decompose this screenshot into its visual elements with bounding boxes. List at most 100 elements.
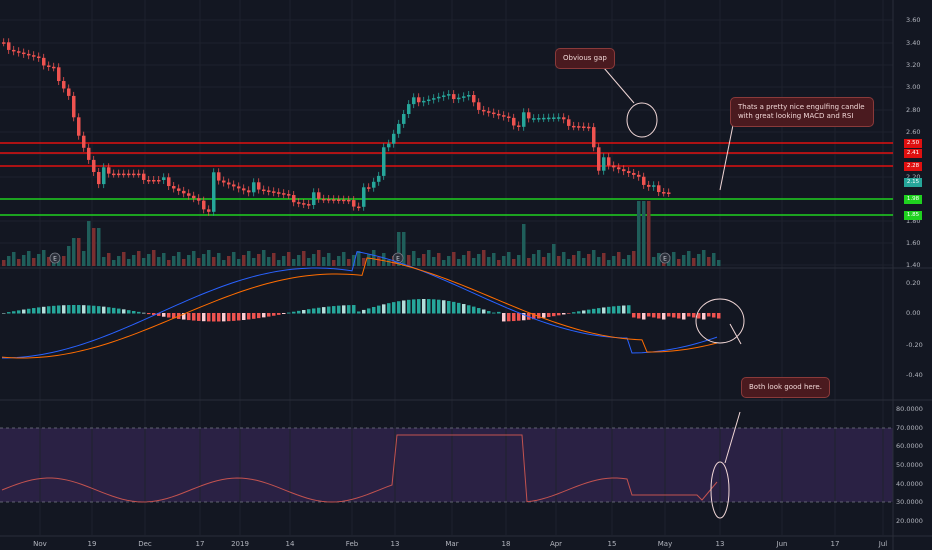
candle [452, 94, 456, 100]
macd-hist-bar [72, 305, 76, 314]
macd-hist-bar [667, 313, 671, 317]
volume-bar [492, 253, 496, 266]
volume-bar [292, 259, 296, 266]
macd-hist-bar [462, 304, 466, 314]
candle [397, 123, 401, 134]
macd-axis-tick: -0.40 [906, 371, 923, 379]
volume-bar [532, 254, 536, 266]
macd-hist-bar [552, 313, 556, 317]
macd-hist-bar [322, 307, 326, 314]
volume-bar [32, 258, 36, 266]
macd-hist-bar [382, 304, 386, 314]
candle [107, 167, 111, 174]
candle [392, 133, 396, 144]
price-axis-tick: 3.20 [906, 61, 920, 69]
volume-bar [457, 259, 461, 266]
macd-hist-bar [182, 313, 186, 320]
candle [27, 53, 31, 56]
macd-hist-bar [142, 312, 146, 314]
candle [667, 192, 671, 194]
macd-hist-bar [217, 313, 221, 322]
candle [132, 173, 136, 176]
engulfing-annotation[interactable]: Thats a pretty nice engulfing candle wit… [730, 97, 874, 127]
macd-hist-bar [672, 313, 676, 318]
candle [262, 189, 266, 192]
volume-bar [442, 260, 446, 266]
volume-bar [267, 257, 271, 266]
candle [252, 182, 256, 193]
volume-bar [547, 253, 551, 266]
macd-hist-bar [362, 309, 366, 314]
volume-bar [527, 258, 531, 266]
macd-hist-bar [162, 313, 166, 317]
macd-hist-bar [422, 299, 426, 314]
volume-bar [132, 255, 136, 266]
volume-bar [597, 257, 601, 266]
candle [612, 165, 616, 168]
level-tag-resistance-1: 2.50 [904, 139, 922, 148]
volume-bar [612, 256, 616, 266]
macd-histogram [2, 299, 721, 322]
volume-bar [432, 257, 436, 266]
volume-bar [592, 250, 596, 266]
rsi-axis-tick: 40.0000 [896, 480, 923, 488]
macd-hist-bar [607, 306, 611, 314]
macd-hist-bar [637, 313, 641, 319]
volume-bar [632, 251, 636, 266]
price-axis-tick: 2.60 [906, 128, 920, 136]
gap-annotation[interactable]: Obvious gap [555, 48, 615, 69]
volume-bar [337, 256, 341, 266]
volume-bar [2, 260, 6, 266]
candle [432, 98, 436, 100]
macd-hist-bar [447, 300, 451, 314]
volume-bar [317, 250, 321, 266]
macd-hist-bar [157, 313, 161, 316]
candle [622, 169, 626, 172]
macd-hist-bar [427, 299, 431, 314]
volume-bar [622, 259, 626, 266]
volume-bar [477, 254, 481, 266]
date-axis-tick: 14 [286, 540, 295, 548]
macd-hist-bar [632, 313, 636, 318]
macd-hist-bar [392, 302, 396, 314]
volume-bar [387, 260, 391, 266]
volume-bar [512, 259, 516, 266]
volume-bar [567, 259, 571, 266]
macd-hist-bar [682, 313, 686, 320]
volume-bar [657, 253, 661, 266]
date-axis-tick: 19 [88, 540, 97, 548]
gap-pointer-line [603, 67, 635, 104]
macd-hist-bar [712, 313, 716, 318]
candle [322, 198, 326, 201]
volume-bar [362, 258, 366, 266]
candle [557, 117, 561, 119]
macd-hist-bar [597, 308, 601, 314]
candle [402, 114, 406, 124]
volume-bar [232, 252, 236, 266]
macd-hist-bar [32, 308, 36, 314]
date-axis-tick: 17 [196, 540, 205, 548]
macd-hist-bar [237, 313, 241, 321]
candle [527, 112, 531, 119]
volume-bar [297, 255, 301, 266]
price-axis-tick: 1.80 [906, 217, 920, 225]
macd-hist-bar [302, 310, 306, 314]
volume-bar [42, 250, 46, 266]
rsi-arrow-line [724, 411, 741, 464]
volume-bar [462, 255, 466, 266]
candle [632, 172, 636, 175]
candle [127, 173, 131, 176]
macd-hist-bar [172, 313, 176, 319]
candle [217, 172, 221, 181]
volume-bar [452, 252, 456, 266]
macd-hist-bar [557, 313, 561, 316]
macd-hist-bar [677, 313, 681, 319]
volume-bar [582, 258, 586, 266]
macd-hist-bar [27, 308, 31, 314]
volume-bar [302, 251, 306, 266]
volume-bar [627, 255, 631, 266]
both-look-good-annotation[interactable]: Both look good here. [741, 377, 830, 398]
volume-bar [497, 260, 501, 266]
